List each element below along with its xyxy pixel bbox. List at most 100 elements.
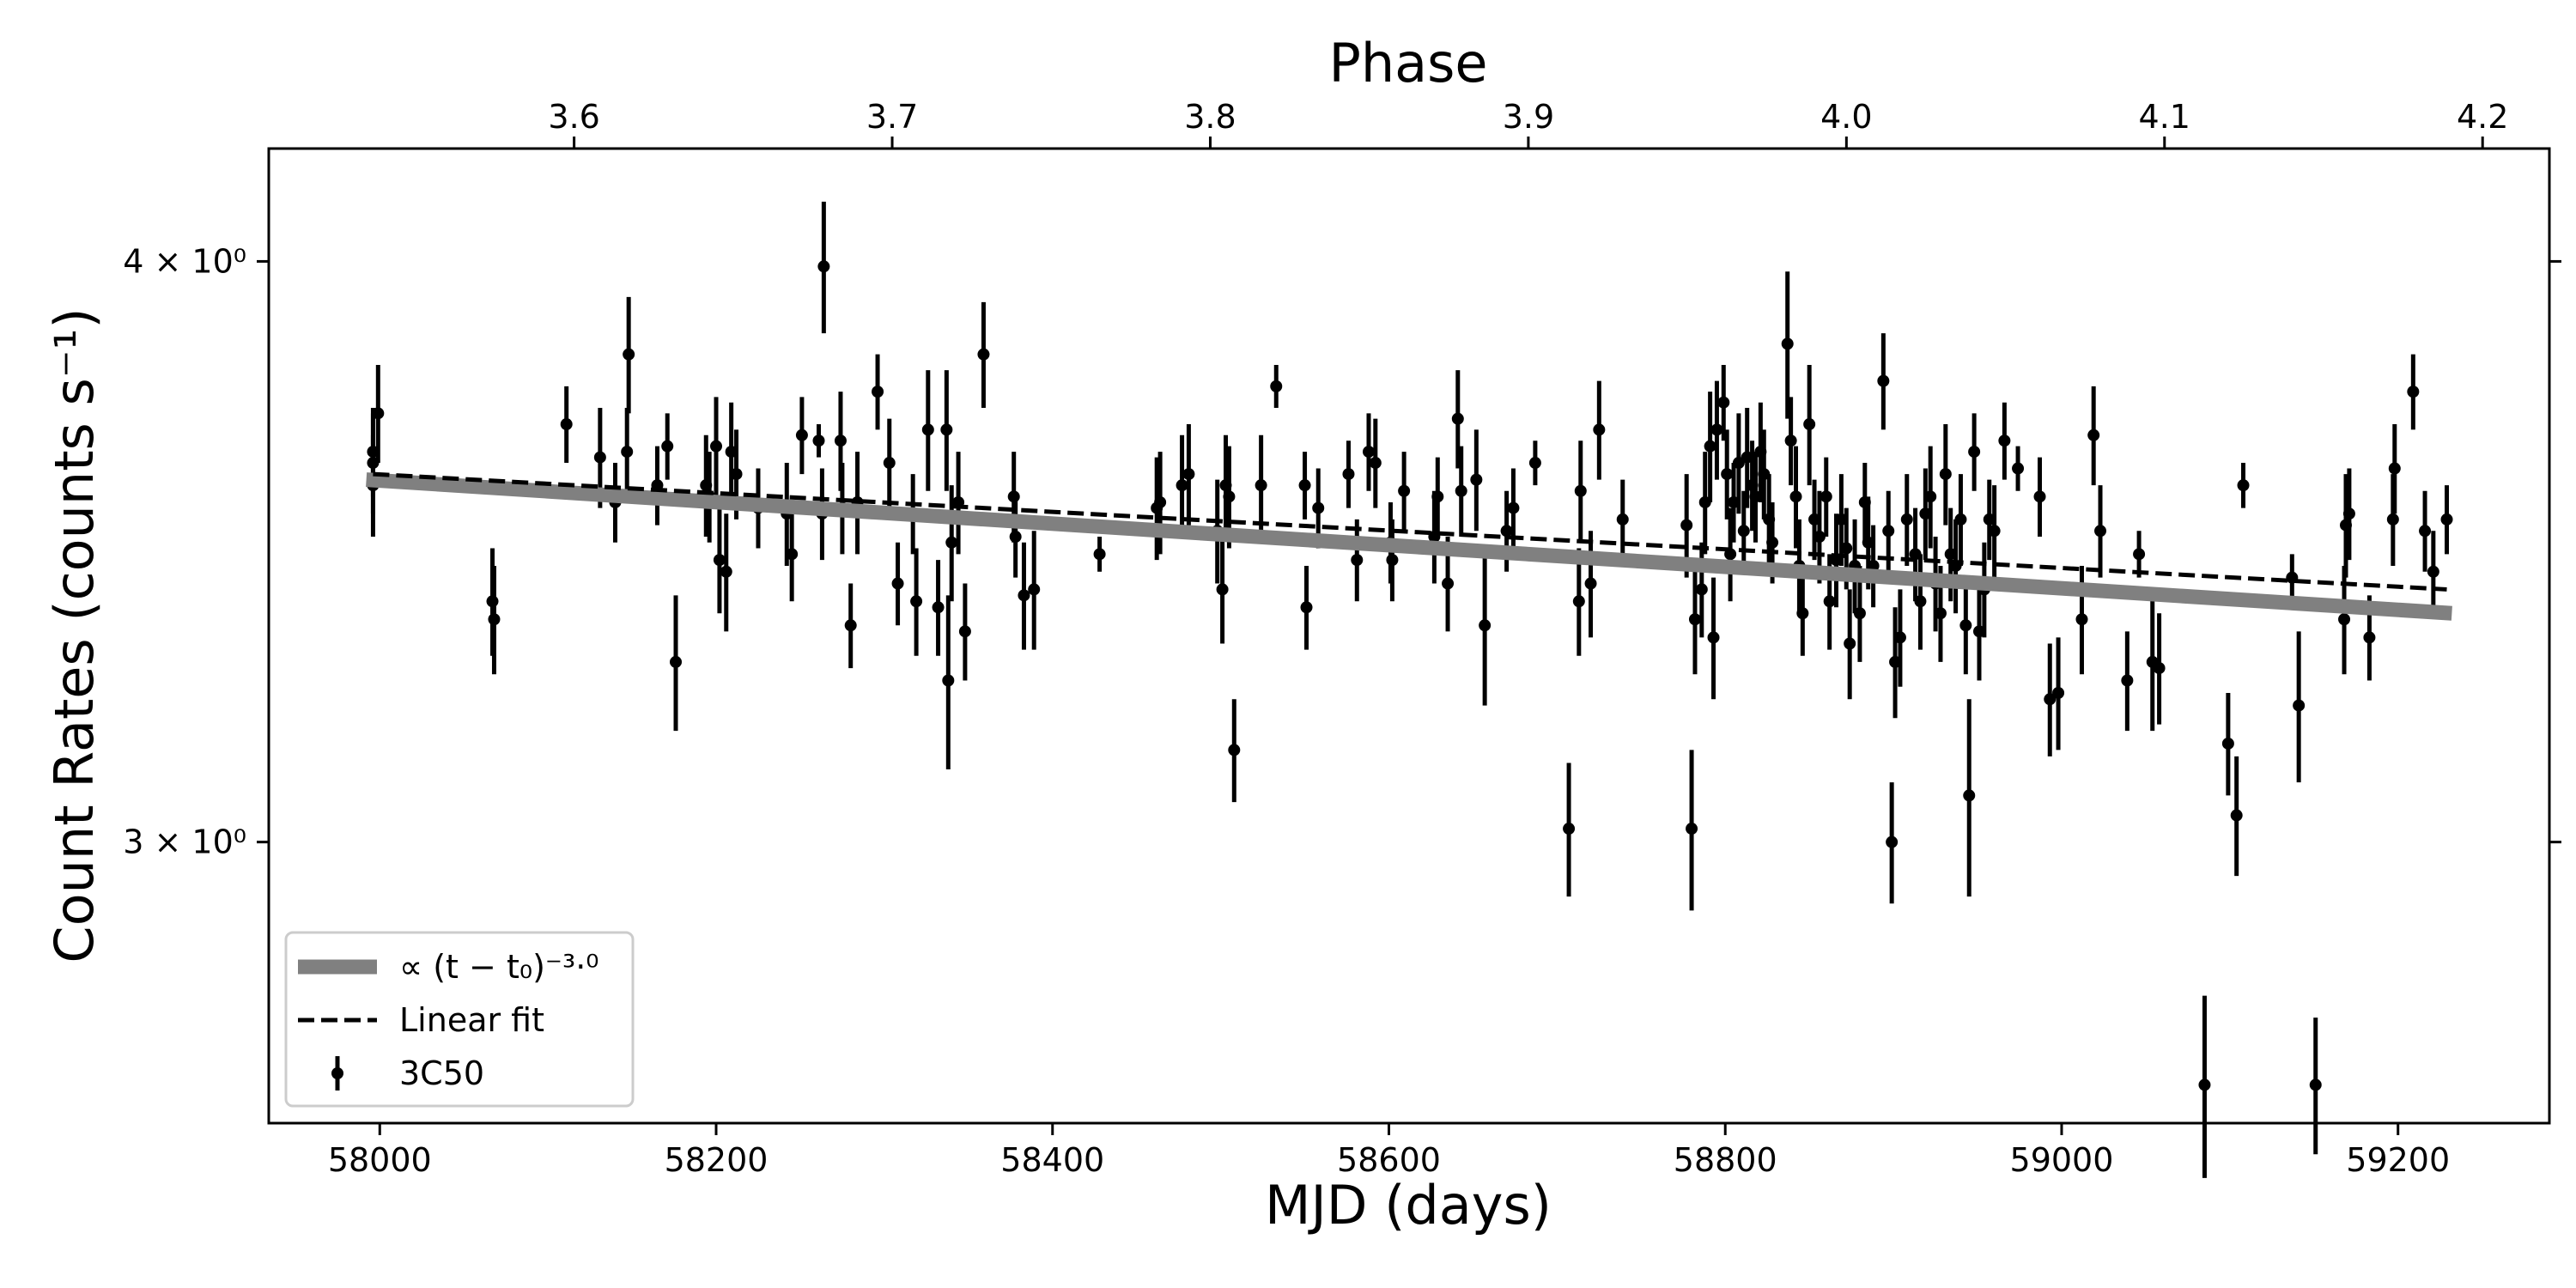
- data-point: [2121, 674, 2134, 687]
- x-tick-label: 59200: [2346, 1141, 2450, 1179]
- y-tick-label: 4 × 10⁰: [123, 242, 246, 280]
- data-point: [1813, 531, 1826, 544]
- data-point: [1840, 542, 1853, 555]
- data-point: [1300, 601, 1313, 614]
- data-point: [2427, 565, 2439, 578]
- data-point: [977, 348, 990, 361]
- data-point: [1963, 789, 1976, 802]
- data-point: [2342, 507, 2355, 520]
- data-point: [910, 595, 923, 608]
- data-point: [1223, 490, 1236, 503]
- data-point: [1934, 607, 1947, 620]
- data-point: [1893, 631, 1906, 644]
- data-point: [2012, 462, 2025, 475]
- data-point: [1216, 583, 1229, 596]
- data-point: [817, 260, 830, 273]
- data-point: [2386, 513, 2399, 526]
- legend-box: [284, 931, 635, 1108]
- data-point: [488, 613, 501, 626]
- data-point: [812, 434, 825, 447]
- data-point: [1507, 501, 1520, 514]
- data-point: [958, 625, 971, 638]
- data-point: [1939, 468, 1952, 481]
- data-point: [2338, 613, 2351, 626]
- x2-tick-label: 3.7: [866, 98, 918, 136]
- data-point: [1342, 468, 1355, 481]
- x2-tick-label: 4.2: [2457, 98, 2508, 136]
- data-point: [2087, 428, 2100, 441]
- data-point: [1688, 613, 1701, 626]
- data-point: [2309, 1078, 2322, 1091]
- data-point: [940, 423, 953, 436]
- data-point: [1844, 637, 1856, 650]
- data-point: [1900, 513, 1913, 526]
- data-point: [834, 434, 847, 447]
- data-point: [2198, 1078, 2211, 1091]
- data-point: [1988, 525, 2001, 538]
- data-point: [932, 601, 945, 614]
- data-point: [2044, 693, 2057, 706]
- data-point: [2094, 525, 2107, 538]
- plot-area: [366, 201, 2453, 1178]
- data-point: [1882, 525, 1895, 538]
- data-point: [1398, 484, 1411, 497]
- legend-label: ∝ (t − t₀)⁻³·⁰: [399, 948, 599, 986]
- data-point: [1616, 513, 1629, 526]
- data-point: [2075, 613, 2088, 626]
- data-point: [2237, 479, 2250, 492]
- data-point: [1823, 595, 1836, 608]
- data-point: [560, 418, 573, 431]
- data-point: [1803, 418, 1816, 431]
- data-point: [1789, 490, 1802, 503]
- data-point: [1584, 577, 1597, 590]
- data-point: [1914, 595, 1927, 608]
- data-point: [2440, 513, 2453, 526]
- data-point: [1369, 457, 1382, 470]
- fit-line: [373, 471, 2447, 592]
- data-point: [1924, 490, 1937, 503]
- data-point: [621, 446, 634, 459]
- data-point: [891, 577, 904, 590]
- data-point: [1455, 484, 1467, 497]
- data-point: [1796, 607, 1809, 620]
- data-point: [1470, 473, 1483, 486]
- data-point: [710, 440, 723, 453]
- data-point: [2133, 548, 2146, 561]
- data-point: [713, 554, 726, 567]
- data-point: [795, 428, 808, 441]
- data-point: [1954, 513, 1967, 526]
- data-point: [921, 423, 934, 436]
- plot-frame: [267, 147, 2551, 1125]
- legend: ∝ (t − t₀)⁻³·⁰ Linear fit 3C50: [284, 931, 635, 1108]
- data-point: [1784, 434, 1797, 447]
- data-point: [1695, 583, 1708, 596]
- data-point: [1176, 479, 1188, 492]
- data-point: [2221, 737, 2234, 750]
- x-tick-label: 58600: [1337, 1141, 1441, 1179]
- legend-label: Linear fit: [399, 1001, 544, 1039]
- data-point: [623, 348, 635, 361]
- x2-axis-label: Phase: [1328, 32, 1487, 94]
- fit-line: [366, 472, 2452, 621]
- data-point: [1298, 479, 1311, 492]
- data-point: [1710, 423, 1723, 436]
- data-point: [1959, 619, 1972, 632]
- data-point: [1255, 479, 1267, 492]
- data-point: [1968, 446, 1981, 459]
- y-axis-label: Count Rates (counts s⁻¹): [43, 307, 106, 963]
- data-point: [1886, 835, 1899, 848]
- data-point: [1704, 440, 1716, 453]
- legend-label: 3C50: [399, 1054, 484, 1092]
- data-point: [1877, 374, 1890, 387]
- data-point: [1563, 823, 1576, 835]
- data-point: [1028, 583, 1041, 596]
- data-point: [1228, 744, 1241, 756]
- data-point: [1182, 468, 1195, 481]
- data-point: [1451, 412, 1464, 425]
- data-point: [730, 468, 743, 481]
- data-point: [844, 619, 857, 632]
- data-point: [2293, 699, 2306, 712]
- x2-tick-label: 3.6: [548, 98, 599, 136]
- data-point: [1593, 423, 1606, 436]
